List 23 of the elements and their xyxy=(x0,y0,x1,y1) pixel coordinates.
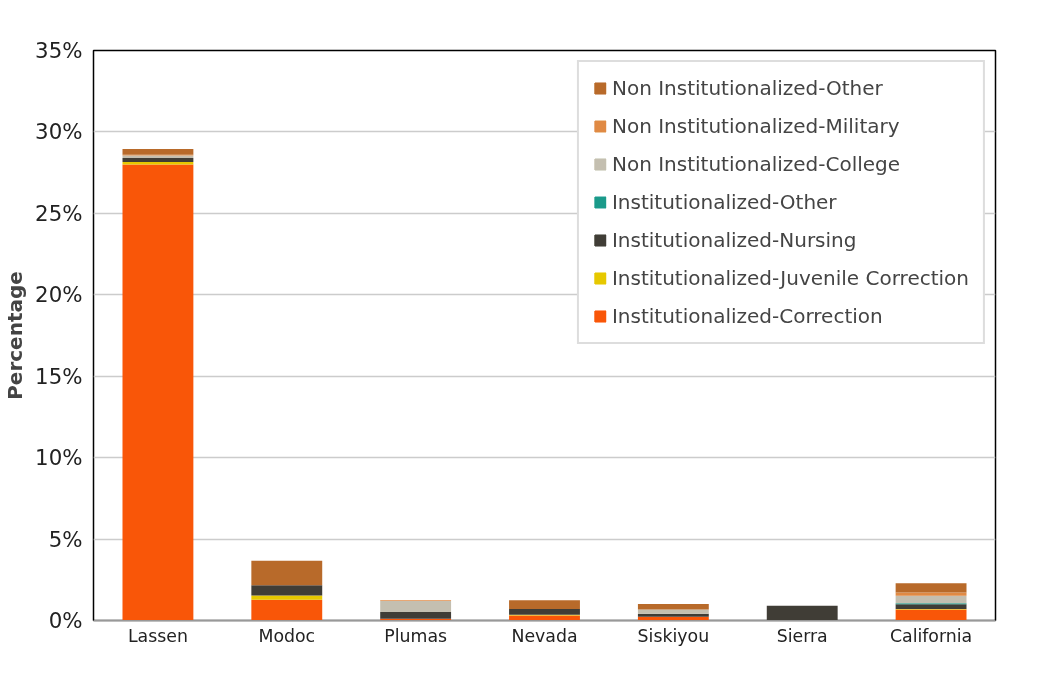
y-tick-label: 15% xyxy=(35,363,83,389)
legend-label: Institutionalized-Nursing xyxy=(611,228,857,252)
x-tick-label: Sierra xyxy=(776,625,828,646)
y-tick-label: 5% xyxy=(48,526,83,552)
x-tick-label: Nevada xyxy=(511,625,578,646)
legend-label: Institutionalized-Juvenile Correction xyxy=(611,266,969,290)
legend-label: Non Institutionalized-Military xyxy=(611,114,900,138)
y-tick-label: 25% xyxy=(35,200,83,226)
y-tick-label: 10% xyxy=(35,445,83,471)
legend-label: Non Institutionalized-Other xyxy=(611,76,883,100)
x-tick-label: Siskiyou xyxy=(637,625,710,646)
x-tick-label: Lassen xyxy=(127,625,188,646)
legend-label: Institutionalized-Other xyxy=(611,190,837,214)
x-tick-label: Plumas xyxy=(384,625,448,646)
x-tick-label: California xyxy=(889,625,973,646)
y-tick-label: 35% xyxy=(35,38,83,63)
y-tick-label: 20% xyxy=(35,282,83,308)
legend-label: Institutionalized-Correction xyxy=(611,304,883,328)
y-axis-title: Percentage xyxy=(3,271,28,400)
y-tick-label: 30% xyxy=(35,119,83,145)
legend-label: Non Institutionalized-College xyxy=(611,152,901,176)
y-tick-label: 0% xyxy=(48,608,83,633)
x-tick-label: Modoc xyxy=(258,625,316,646)
